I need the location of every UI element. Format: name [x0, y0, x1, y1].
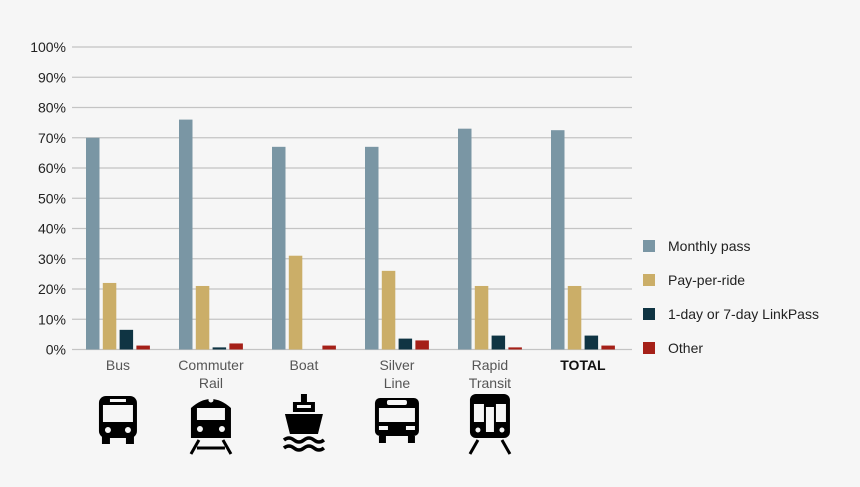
category-label: Rail — [199, 375, 223, 391]
bar-other — [136, 345, 150, 350]
bar-1-day-or-7-day-linkpass — [491, 335, 506, 350]
y-tick-label: 50% — [38, 190, 66, 206]
category-label: Commuter — [178, 357, 244, 373]
legend-swatch — [643, 342, 655, 354]
y-tick-label: 40% — [38, 221, 66, 237]
bar-other — [601, 345, 615, 350]
bar-monthly-pass — [86, 137, 100, 350]
legend-label: Monthly pass — [668, 238, 750, 254]
bar-other — [322, 345, 336, 350]
commuter-rail-icon — [189, 397, 233, 455]
y-tick-label: 80% — [38, 100, 66, 116]
category-label: Line — [384, 375, 411, 391]
legend-label: Pay-per-ride — [668, 272, 745, 288]
bar-monthly-pass — [458, 128, 472, 350]
category-label: Rapid — [472, 357, 509, 373]
bar-other — [508, 347, 522, 350]
legend-swatch — [643, 240, 655, 252]
bar-monthly-pass — [365, 146, 379, 350]
boat-icon — [282, 394, 326, 452]
bar-pay-per-ride — [474, 285, 489, 350]
y-tick-label: 0% — [46, 342, 66, 358]
bar-pay-per-ride — [567, 285, 582, 350]
y-tick-label: 30% — [38, 251, 66, 267]
legend-label: Other — [668, 340, 703, 356]
y-tick-label: 70% — [38, 130, 66, 146]
subway-icon — [468, 394, 512, 455]
bar-monthly-pass — [272, 146, 286, 350]
category-label: Bus — [106, 357, 130, 373]
category-label: Silver — [379, 357, 414, 373]
bar-1-day-or-7-day-linkpass — [212, 347, 227, 350]
y-tick-label: 20% — [38, 281, 66, 297]
bar-1-day-or-7-day-linkpass — [398, 338, 413, 350]
bar-pay-per-ride — [288, 255, 303, 350]
bus-icon — [98, 396, 137, 444]
bar-other — [229, 343, 243, 350]
bar-pay-per-ride — [381, 270, 396, 350]
legend-swatch — [643, 308, 655, 320]
bar-monthly-pass — [179, 119, 193, 350]
bar-pay-per-ride — [102, 282, 117, 350]
silver-line-bus-icon — [374, 398, 419, 443]
legend-swatch — [643, 274, 655, 286]
y-tick-label: 60% — [38, 160, 66, 176]
category-label: TOTAL — [560, 357, 606, 373]
bar-1-day-or-7-day-linkpass — [584, 335, 599, 350]
category-label: Boat — [290, 357, 319, 373]
bar-pay-per-ride — [195, 285, 210, 350]
bar-other — [415, 340, 429, 350]
bar-monthly-pass — [551, 130, 565, 350]
category-label: Transit — [469, 375, 511, 391]
y-tick-label: 90% — [38, 69, 66, 85]
bar-1-day-or-7-day-linkpass — [119, 329, 134, 350]
y-tick-label: 10% — [38, 311, 66, 327]
y-tick-label: 100% — [30, 39, 66, 55]
legend-label: 1-day or 7-day LinkPass — [668, 306, 819, 322]
